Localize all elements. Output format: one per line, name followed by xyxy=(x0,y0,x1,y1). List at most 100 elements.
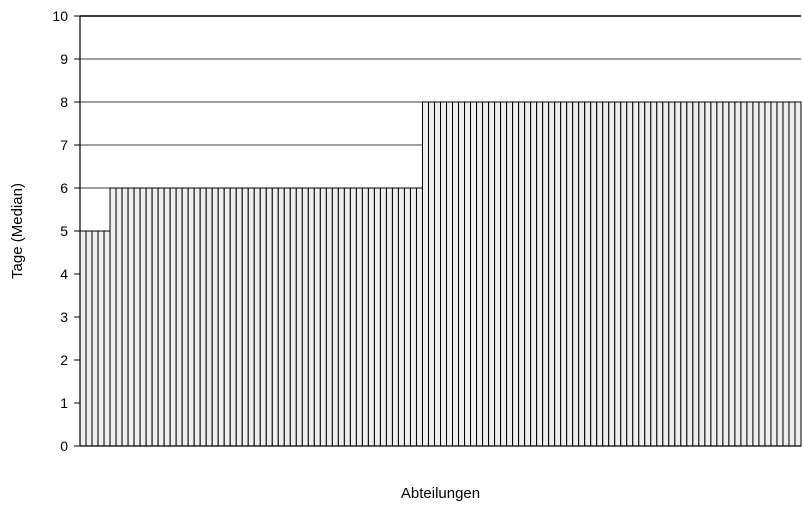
bar xyxy=(289,187,297,447)
bar xyxy=(674,101,682,447)
bar xyxy=(115,187,123,447)
y-tick-label: 8 xyxy=(60,94,68,110)
bar xyxy=(572,101,580,447)
bar xyxy=(181,187,189,447)
bar xyxy=(385,187,393,447)
bar xyxy=(295,187,303,447)
bar xyxy=(307,187,315,447)
bar xyxy=(578,101,586,447)
bar xyxy=(710,101,718,447)
bar xyxy=(440,101,448,447)
bar xyxy=(524,101,532,447)
bar xyxy=(163,187,171,447)
bar xyxy=(656,101,664,447)
y-tick-label: 9 xyxy=(60,51,68,67)
y-tick-label: 0 xyxy=(60,438,68,454)
bar xyxy=(415,187,423,447)
bar xyxy=(343,187,351,447)
bar xyxy=(686,101,694,447)
bar xyxy=(458,101,466,447)
y-tick-label: 6 xyxy=(60,180,68,196)
bar xyxy=(367,187,375,447)
bar xyxy=(488,101,496,447)
bar xyxy=(355,187,363,447)
bar xyxy=(223,187,231,447)
bar xyxy=(518,101,526,447)
bar xyxy=(277,187,285,447)
y-tick-label: 5 xyxy=(60,223,68,239)
y-tick-label: 4 xyxy=(60,266,68,282)
bar xyxy=(151,187,159,447)
bar xyxy=(596,101,604,447)
y-tick-label: 7 xyxy=(60,137,68,153)
bar xyxy=(758,101,766,447)
bar xyxy=(373,187,381,447)
bar xyxy=(476,101,484,447)
bar xyxy=(734,101,742,447)
bar xyxy=(109,187,117,447)
y-tick-labels: 0 1 2 3 4 5 6 7 8 9 10 xyxy=(52,8,80,454)
bar xyxy=(452,101,460,447)
bar xyxy=(566,101,574,447)
bar xyxy=(397,187,405,447)
bar xyxy=(746,101,754,447)
bar xyxy=(133,187,141,447)
bar xyxy=(145,187,153,447)
bar xyxy=(187,187,195,447)
bar xyxy=(590,101,598,447)
bar xyxy=(205,187,213,447)
bar xyxy=(776,101,784,447)
bar xyxy=(103,230,111,447)
bar xyxy=(644,101,652,447)
bar xyxy=(79,230,87,447)
bar xyxy=(199,187,207,447)
bar xyxy=(157,187,165,447)
bar xyxy=(548,101,556,447)
bar xyxy=(361,187,369,447)
bar xyxy=(241,187,249,447)
bar xyxy=(584,101,592,447)
bar xyxy=(740,101,748,447)
bar xyxy=(331,187,339,447)
bar xyxy=(253,187,261,447)
bar xyxy=(229,187,237,447)
bar xyxy=(650,101,658,447)
bar xyxy=(542,101,550,447)
bar xyxy=(716,101,724,447)
bar xyxy=(175,187,183,447)
bar xyxy=(470,101,478,447)
y-tick-label: 10 xyxy=(52,8,68,24)
bar xyxy=(602,101,610,447)
bar xyxy=(764,101,772,447)
bar xyxy=(193,187,201,447)
bar xyxy=(283,187,291,447)
bar xyxy=(121,187,129,447)
bar xyxy=(391,187,399,447)
bar xyxy=(403,187,411,447)
bar xyxy=(349,187,357,447)
bar xyxy=(464,101,472,447)
bar xyxy=(271,187,279,447)
bar xyxy=(530,101,538,447)
bar xyxy=(554,101,562,447)
bar xyxy=(698,101,706,447)
bar xyxy=(722,101,730,447)
bar xyxy=(446,101,454,447)
bar xyxy=(379,187,387,447)
bar xyxy=(427,101,435,447)
bar xyxy=(433,101,441,447)
bar xyxy=(91,230,99,447)
bar xyxy=(770,101,778,447)
bar xyxy=(506,101,514,447)
bar xyxy=(211,187,219,447)
bar xyxy=(500,101,508,447)
bar xyxy=(788,101,796,447)
y-tick-label: 1 xyxy=(60,395,68,411)
bar xyxy=(662,101,670,447)
bar xyxy=(301,187,309,447)
bar xyxy=(614,101,622,447)
bar xyxy=(265,187,273,447)
bar xyxy=(482,101,490,447)
bar xyxy=(169,187,177,447)
